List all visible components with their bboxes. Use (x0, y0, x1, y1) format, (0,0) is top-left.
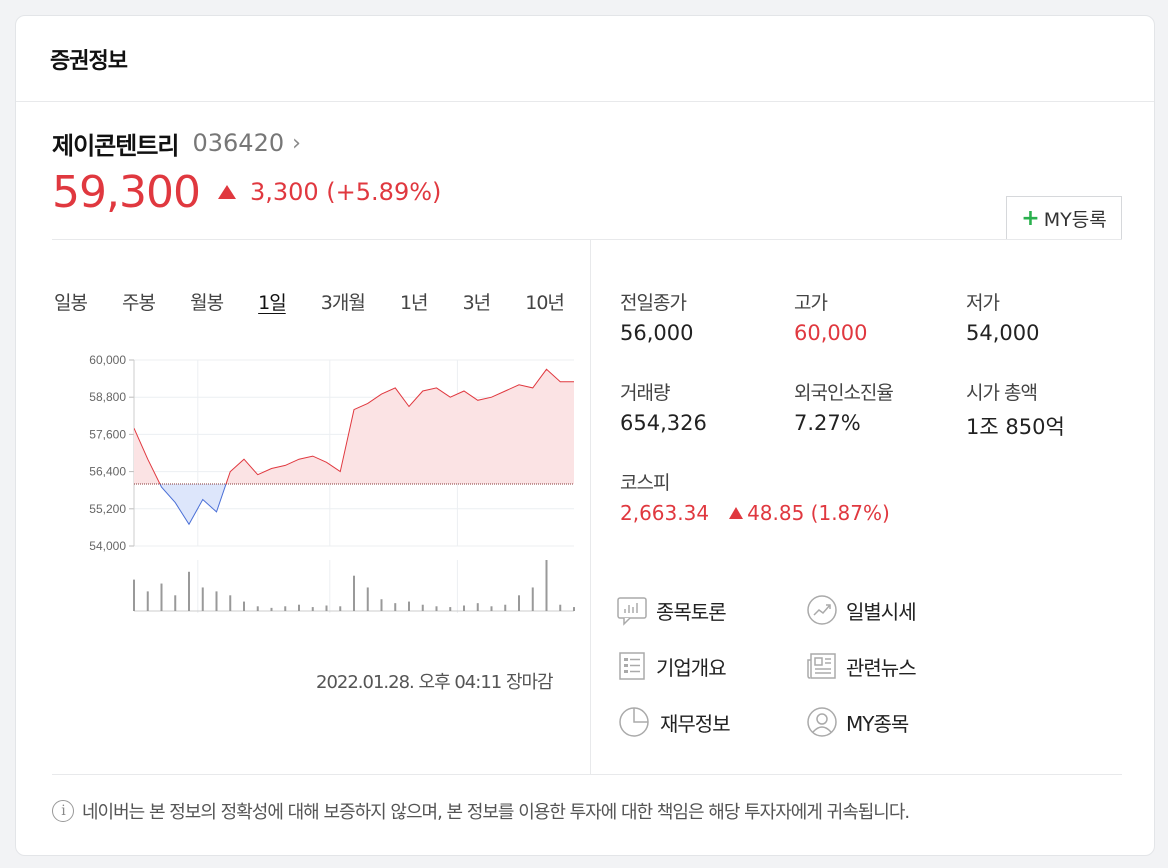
link-label: 종목토론 (656, 599, 727, 624)
stat-market-cap: 시가 총액 1조 850억 (966, 378, 1065, 441)
kospi-value: 2,663.34 (620, 501, 710, 525)
my-register-label: MY등록 (1043, 208, 1107, 231)
link-label: 재무정보 (660, 711, 731, 736)
price-change: 3,300 (+5.89%) (249, 178, 442, 206)
stat-high: 고가 60,000 (794, 288, 867, 345)
y-tick-label: 55,200 (89, 502, 126, 516)
area-down-fill (134, 484, 574, 525)
tab-1year[interactable]: 1년 (399, 292, 429, 314)
stat-prev-close: 전일종가 56,000 (620, 288, 693, 345)
pie-chart-icon (619, 707, 649, 737)
stat-value: 1조 850억 (966, 415, 1065, 439)
stat-label: 시가 총액 (966, 382, 1038, 404)
kospi-change: 48.85 (1.87%) (747, 501, 890, 525)
update-time: 2022.01.28. 오후 04:11 장마감 (316, 672, 554, 693)
disclaimer-text: 네이버는 본 정보의 정확성에 대해 보증하지 않으며, 본 정보를 이용한 투… (82, 802, 910, 823)
tab-weekly[interactable]: 주봉 (122, 292, 156, 314)
card-title: 증권정보 (50, 48, 128, 74)
stat-value: 54,000 (966, 321, 1040, 345)
link-related-news[interactable]: 관련뉴스 (806, 650, 917, 682)
link-label: 기업개요 (656, 655, 727, 680)
chevron-right-icon[interactable]: › (292, 130, 301, 156)
tab-daily[interactable]: 일봉 (54, 292, 88, 314)
price-row: 59,300 3,300 (+5.89%) (52, 166, 1122, 218)
up-arrow-icon (217, 185, 236, 199)
stat-kospi[interactable]: 코스피 2,663.34 48.85 (1.87%) (620, 468, 890, 525)
stat-label: 코스피 (620, 472, 670, 494)
stat-label: 고가 (794, 292, 828, 314)
period-tabs: 일봉 주봉 월봉 1일 3개월 1년 3년 10년 (54, 288, 565, 315)
stat-label: 외국인소진율 (794, 382, 894, 404)
chart-svg: 60,00058,80057,60056,40055,20054,00010:0… (89, 353, 575, 634)
stat-value: 7.27% (794, 411, 861, 435)
link-my-stocks[interactable]: MY종목 (806, 706, 909, 738)
tab-3month[interactable]: 3개월 (320, 292, 366, 314)
tab-3year[interactable]: 3년 (462, 292, 492, 314)
link-company-overview[interactable]: 기업개요 (616, 650, 727, 682)
kospi-value-row: 2,663.34 48.85 (1.87%) (620, 501, 890, 525)
up-arrow-icon (729, 507, 744, 519)
plus-icon: + (1021, 205, 1040, 231)
y-tick-label: 60,000 (89, 353, 126, 367)
link-label: 관련뉴스 (846, 655, 917, 680)
stock-summary: 제이콘텐트리 036420 › 59,300 3,300 (+5.89%) + … (52, 126, 1122, 240)
stock-name[interactable]: 제이콘텐트리 (52, 131, 179, 160)
stat-label: 저가 (966, 292, 1000, 314)
link-label: MY종목 (846, 711, 909, 736)
user-icon (807, 707, 837, 737)
stat-foreign: 외국인소진율 7.27% (794, 378, 894, 435)
area-up-fill (134, 369, 574, 484)
tab-1day[interactable]: 1일 (258, 292, 287, 314)
card-header: 증권정보 (16, 16, 1154, 102)
price-line-up (134, 368, 574, 484)
stat-value: 654,326 (620, 411, 707, 435)
stat-label: 전일종가 (620, 292, 687, 314)
divider (52, 239, 1122, 240)
link-financials[interactable]: 재무정보 (616, 706, 731, 738)
securities-info-card: 증권정보 제이콘텐트리 036420 › 59,300 3,300 (+5.89… (15, 15, 1155, 856)
link-daily-price[interactable]: 일별시세 (806, 594, 917, 626)
disclaimer: i 네이버는 본 정보의 정확성에 대해 보증하지 않으며, 본 정보를 이용한… (52, 798, 910, 824)
trend-icon (807, 595, 837, 625)
stock-code[interactable]: 036420 (192, 129, 285, 157)
current-price: 59,300 (52, 166, 201, 218)
stat-label: 거래량 (620, 382, 670, 404)
tab-monthly[interactable]: 월봉 (190, 292, 224, 314)
divider (52, 774, 1122, 775)
stock-name-row[interactable]: 제이콘텐트리 036420 › (52, 126, 1122, 160)
y-tick-label: 57,600 (89, 427, 126, 441)
stat-volume: 거래량 654,326 (620, 378, 707, 435)
intraday-chart[interactable]: 60,00058,80057,60056,40055,20054,00010:0… (56, 334, 576, 634)
link-discussion[interactable]: 종목토론 (616, 594, 727, 626)
newspaper-icon (807, 653, 836, 679)
stat-low: 저가 54,000 (966, 288, 1039, 345)
tab-10year[interactable]: 10년 (525, 292, 565, 314)
link-label: 일별시세 (846, 599, 917, 624)
my-register-button[interactable]: + MY등록 (1006, 196, 1122, 240)
stat-value: 60,000 (794, 321, 868, 345)
price-line-down (159, 484, 227, 526)
vertical-divider (590, 240, 591, 774)
y-tick-label: 56,400 (89, 465, 126, 479)
discussion-icon (617, 597, 647, 626)
y-tick-label: 58,800 (89, 390, 126, 404)
info-icon: i (52, 800, 74, 822)
document-list-icon (619, 652, 645, 680)
y-tick-label: 54,000 (89, 539, 126, 553)
stat-value: 56,000 (620, 321, 694, 345)
